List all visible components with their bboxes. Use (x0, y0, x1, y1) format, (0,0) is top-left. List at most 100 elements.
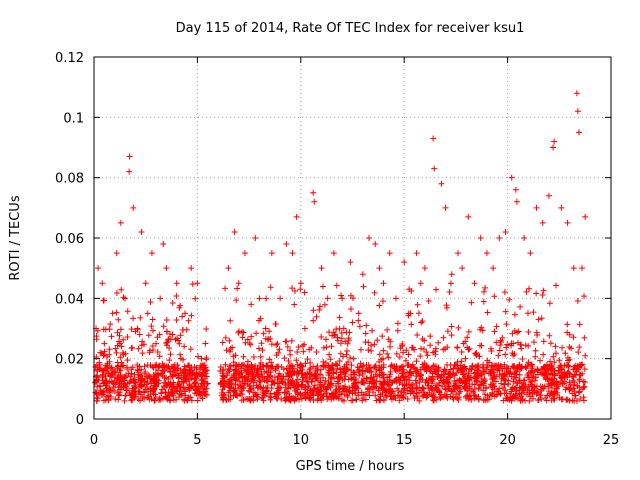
data-point (558, 366, 565, 373)
data-point (549, 365, 556, 372)
data-point (347, 292, 354, 299)
data-point (250, 354, 257, 361)
data-point (157, 295, 164, 302)
data-point (507, 390, 514, 397)
data-point (225, 265, 232, 272)
data-point (340, 325, 347, 332)
x-axis-label: GPS time / hours (296, 459, 405, 474)
data-point (355, 367, 362, 374)
data-point (398, 370, 405, 377)
data-point (421, 265, 428, 272)
data-point (108, 333, 115, 340)
data-point (435, 339, 442, 346)
data-point (414, 301, 421, 308)
data-point (160, 323, 167, 330)
data-point (139, 350, 146, 357)
data-point (159, 395, 166, 402)
data-point (501, 365, 508, 372)
data-point (392, 295, 399, 302)
data-point (259, 389, 266, 396)
data-point (167, 397, 174, 404)
data-point (472, 363, 479, 370)
data-point (416, 378, 423, 385)
data-point (116, 332, 123, 339)
data-point (432, 345, 439, 352)
data-point (529, 395, 536, 402)
data-point (441, 366, 448, 373)
data-point (444, 328, 451, 335)
data-point (180, 379, 187, 386)
data-point (202, 340, 209, 347)
data-point (574, 382, 581, 389)
data-point (581, 383, 588, 390)
data-point (525, 329, 532, 336)
data-point (101, 340, 108, 347)
data-point (143, 381, 150, 388)
data-point (199, 380, 206, 387)
data-point (413, 250, 420, 257)
data-point (130, 315, 137, 322)
data-point (236, 370, 243, 377)
data-point (397, 364, 404, 371)
data-point (356, 323, 363, 330)
data-point (177, 332, 184, 339)
data-point (202, 375, 209, 382)
data-point (137, 314, 144, 321)
data-point (219, 375, 226, 382)
data-point (484, 309, 491, 316)
data-point (552, 343, 559, 350)
data-point (482, 284, 489, 291)
data-point (386, 377, 393, 384)
data-point (394, 391, 401, 398)
data-point (333, 326, 340, 333)
data-point (93, 391, 100, 398)
data-point (274, 340, 281, 347)
data-point (148, 250, 155, 257)
data-point (297, 286, 304, 293)
data-point (233, 297, 240, 304)
data-point (366, 386, 373, 393)
data-point (540, 371, 547, 378)
data-point (577, 396, 584, 403)
data-point (468, 299, 475, 306)
data-point (539, 219, 546, 226)
data-point (485, 396, 492, 403)
data-point (288, 337, 295, 344)
y-tick-label: 0.06 (55, 232, 84, 247)
data-point (329, 362, 336, 369)
data-point (350, 374, 357, 381)
data-point (510, 352, 517, 359)
data-point (348, 362, 355, 369)
data-point (100, 297, 107, 304)
data-point (188, 397, 195, 404)
data-point (105, 389, 112, 396)
data-point (532, 353, 539, 360)
data-point (418, 319, 425, 326)
data-point (368, 342, 375, 349)
data-point (294, 391, 301, 398)
data-point (459, 368, 466, 375)
data-point (473, 378, 480, 385)
data-point (393, 350, 400, 357)
data-point (301, 341, 308, 348)
data-point (334, 334, 341, 341)
data-point (204, 380, 211, 387)
data-point (375, 396, 382, 403)
data-point (469, 362, 476, 369)
data-point (279, 379, 286, 386)
data-point (117, 219, 124, 226)
data-point (529, 387, 536, 394)
data-point (508, 342, 515, 349)
data-point (440, 334, 447, 341)
data-point (267, 284, 274, 291)
data-point (99, 372, 106, 379)
data-point (321, 301, 328, 308)
data-point (112, 396, 119, 403)
data-point (175, 375, 182, 382)
data-point (169, 384, 176, 391)
data-point (335, 380, 342, 387)
data-point (452, 382, 459, 389)
data-point (574, 108, 581, 115)
data-point (360, 375, 367, 382)
data-point (328, 374, 335, 381)
